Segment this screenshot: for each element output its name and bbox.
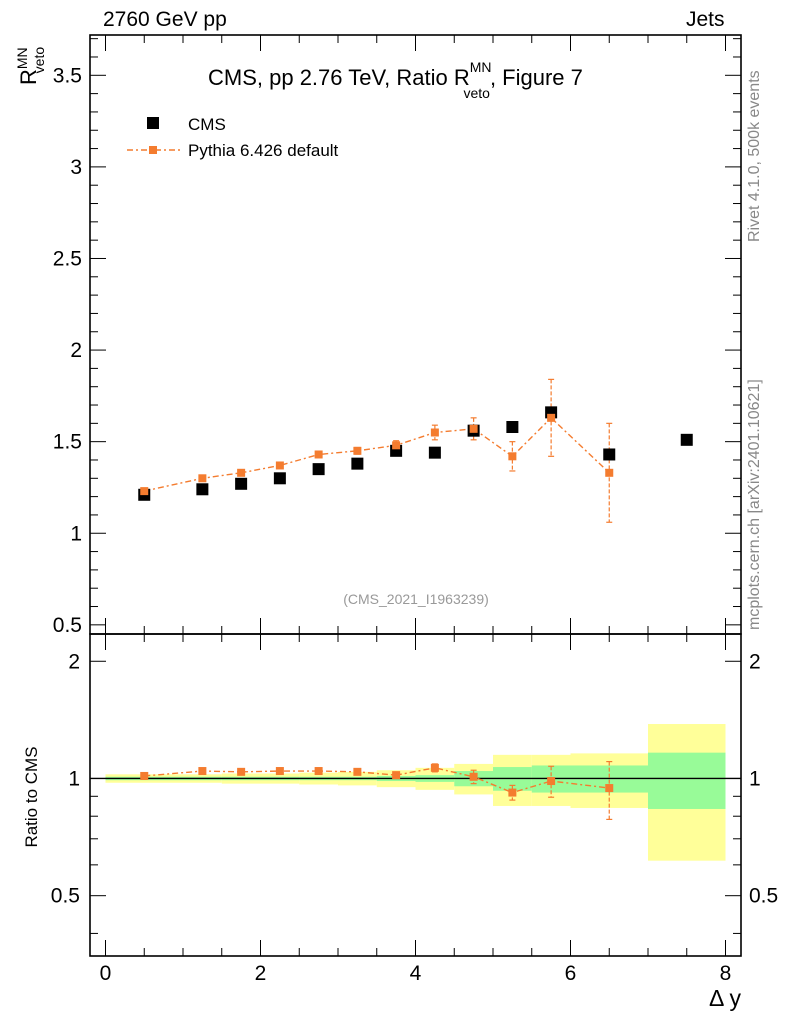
x-tick-label: 0 bbox=[100, 962, 112, 985]
y-axis-label-sup: MN bbox=[14, 47, 30, 69]
legend-pythia-marker bbox=[149, 146, 157, 154]
ratio-data-point bbox=[353, 767, 362, 776]
energy-label: 2760 GeV pp bbox=[103, 8, 227, 31]
pythia-line bbox=[144, 416, 610, 492]
legend: CMS Pythia 6.426 default bbox=[127, 115, 339, 160]
chart-title: CMS, pp 2.76 TeV, Ratio RMN veto, Figure … bbox=[208, 59, 583, 101]
ratio-pythia-line bbox=[144, 767, 610, 794]
pythia-data-point bbox=[430, 428, 439, 437]
cms-data-point bbox=[235, 477, 248, 490]
pythia-data-point bbox=[275, 461, 284, 470]
y-tick-label: 0.5 bbox=[53, 614, 82, 637]
pythia-data-point bbox=[314, 450, 323, 459]
ratio-y-tick-label-right: 1 bbox=[749, 767, 761, 790]
pythia-data-point bbox=[237, 468, 246, 477]
pythia-data-point bbox=[140, 487, 149, 496]
ratio-data-point bbox=[392, 771, 401, 780]
pythia-data-point bbox=[547, 413, 556, 422]
ratio-y-tick-label-right: 0.5 bbox=[749, 885, 778, 908]
pythia-data-point bbox=[508, 452, 517, 461]
axis-ticks bbox=[90, 35, 741, 956]
ratio-uncertainty-bands bbox=[90, 724, 741, 861]
ratio-data-point bbox=[314, 767, 323, 776]
ratio-y-axis-label: Ratio to CMS bbox=[22, 746, 41, 847]
ratio-y-tick-label: 2 bbox=[68, 650, 80, 673]
y-tick-label: 1 bbox=[70, 522, 82, 545]
ratio-data-point bbox=[430, 763, 439, 772]
y-axis-label-main: R bbox=[16, 69, 41, 85]
legend-cms-label: CMS bbox=[188, 115, 226, 134]
y-axis-label-sub: veto bbox=[31, 47, 47, 74]
ratio-data-point bbox=[275, 767, 284, 776]
chart-title-sup: MN bbox=[470, 59, 492, 75]
ratio-data-point bbox=[469, 772, 478, 781]
y-tick-label: 2 bbox=[70, 339, 82, 362]
x-tick-label: 2 bbox=[255, 962, 267, 985]
x-tick-label: 6 bbox=[565, 962, 577, 985]
chart-title-suffix: , Figure 7 bbox=[490, 65, 583, 90]
cms-data-point bbox=[196, 483, 209, 496]
cms-data-point bbox=[312, 463, 325, 476]
legend-cms-marker bbox=[147, 117, 159, 129]
pythia-data-point bbox=[392, 441, 401, 450]
process-label: Jets bbox=[686, 8, 725, 31]
ratio-y-tick-label: 0.5 bbox=[51, 885, 80, 908]
x-tick-label: 4 bbox=[410, 962, 422, 985]
ratio-data-point bbox=[605, 784, 614, 793]
pythia-data-point bbox=[353, 446, 362, 455]
cms-data-point bbox=[351, 457, 364, 470]
pythia-data-point bbox=[605, 468, 614, 477]
ratio-panel-frame bbox=[89, 633, 742, 957]
y-tick-label: 3 bbox=[70, 156, 82, 179]
ratio-y-tick-label-right: 2 bbox=[749, 650, 761, 673]
chart-title-sub: veto bbox=[463, 85, 490, 101]
cms-data-point bbox=[603, 448, 616, 461]
axis-labels: 0 2 4 6 8Δ y0.511.522.533.50.5 0.51 12 2RMNveto… bbox=[14, 47, 778, 1011]
x-axis-label: Δ y bbox=[709, 985, 741, 1011]
ratio-data-point bbox=[140, 771, 149, 780]
analysis-id-label: (CMS_2021_I1963239) bbox=[343, 591, 489, 607]
pythia-data-point bbox=[469, 424, 478, 433]
ratio-y-tick-label: 1 bbox=[68, 767, 80, 790]
ratio-data-point bbox=[547, 777, 556, 786]
legend-pythia-label: Pythia 6.426 default bbox=[188, 141, 339, 160]
pythia-data-point bbox=[198, 474, 207, 483]
stat-uncertainty-band bbox=[648, 752, 726, 809]
cms-data-point bbox=[506, 421, 519, 434]
y-tick-label: 2.5 bbox=[53, 247, 82, 270]
x-tick-label: 8 bbox=[720, 962, 732, 985]
ratio-data-point bbox=[508, 788, 517, 797]
chart-title-prefix: CMS, pp 2.76 TeV, Ratio R bbox=[208, 65, 470, 90]
cms-data-point bbox=[680, 433, 693, 446]
cms-data-point bbox=[273, 472, 286, 485]
cms-data-point bbox=[428, 446, 441, 459]
y-tick-label: 3.5 bbox=[53, 64, 82, 87]
y-tick-label: 1.5 bbox=[53, 431, 82, 454]
data-marks bbox=[138, 378, 693, 821]
y-axis-label: RMNveto bbox=[14, 47, 47, 85]
ratio-data-point bbox=[237, 767, 246, 776]
ratio-data-point bbox=[198, 767, 207, 776]
